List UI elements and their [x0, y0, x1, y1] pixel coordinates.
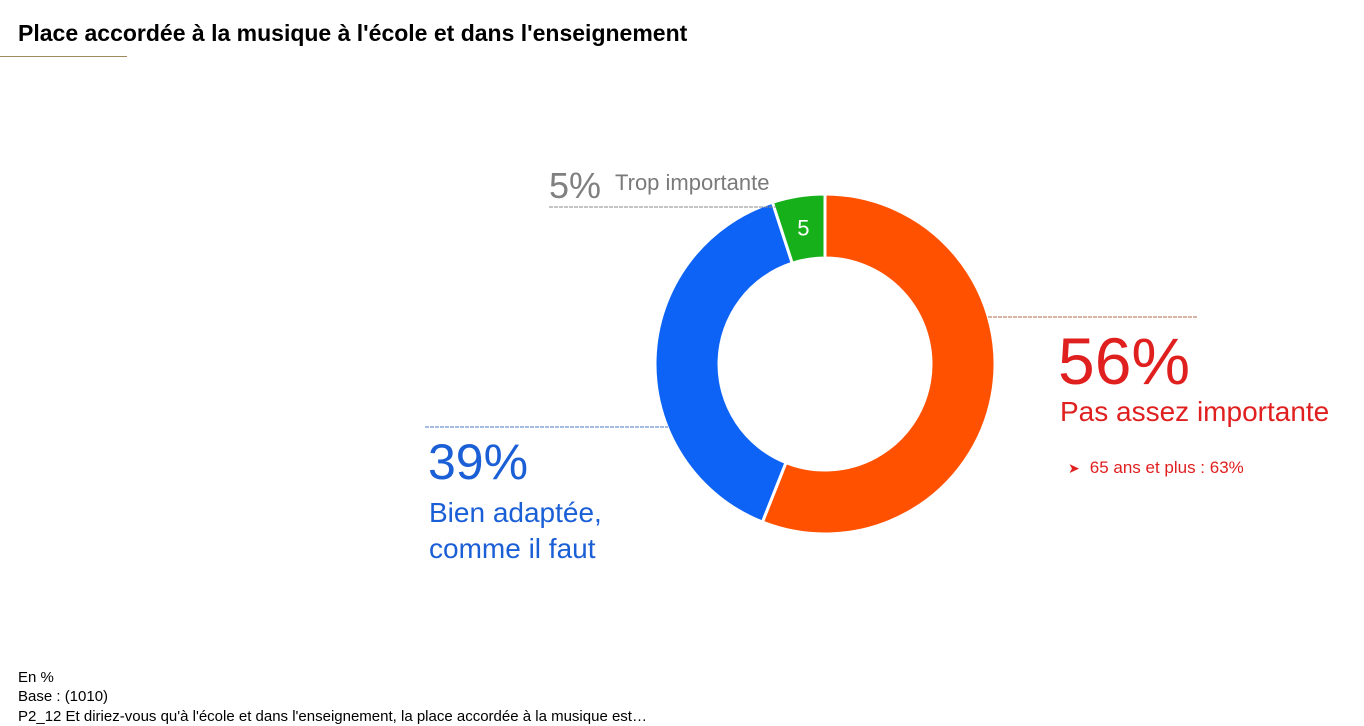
bien-label-line2: comme il faut: [429, 533, 596, 564]
bien-label-line1: Bien adaptée,: [429, 497, 602, 528]
pas-assez-subnote-text: 65 ans et plus : 63%: [1089, 458, 1244, 477]
arrow-bullet-icon: ➤: [1068, 460, 1080, 476]
bien-label: Bien adaptée, comme il faut: [429, 495, 689, 567]
pas-assez-percent: 56%: [1058, 324, 1191, 398]
pas-assez-label: Pas assez importante: [1060, 396, 1330, 427]
footer-unit: En %: [18, 669, 54, 686]
slice-label-trop: 5: [797, 216, 809, 241]
donut-slice-2: [770, 192, 827, 266]
donut-slices: [653, 192, 997, 536]
title-underline: [0, 56, 127, 57]
footer-question: P2_12 Et diriez-vous qu'à l'école et dan…: [18, 708, 647, 725]
chart-title: Place accordée à la musique à l'école et…: [18, 20, 688, 46]
bien-percent: 39%: [428, 434, 529, 490]
donut-slice-1: [653, 200, 795, 525]
pas-assez-subnote: ➤ 65 ans et plus : 63%: [1068, 459, 1244, 476]
trop-percent: 5%: [549, 165, 602, 206]
footer-base: Base : (1010): [18, 688, 109, 705]
donut-slice-0: [760, 192, 997, 536]
trop-label: Trop importante: [615, 170, 770, 195]
